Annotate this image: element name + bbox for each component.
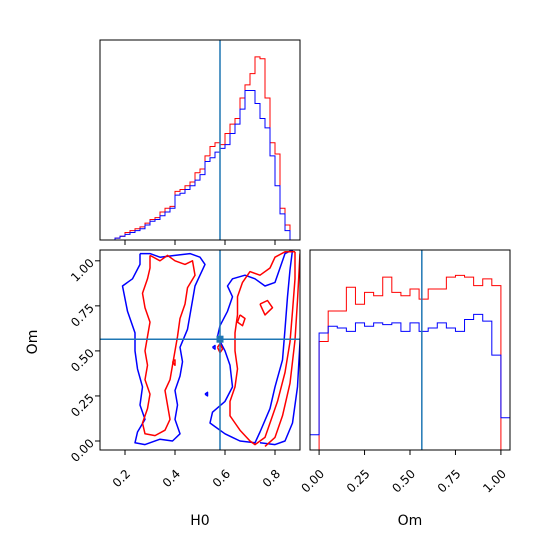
contour-H0-Om-contour-5 xyxy=(264,253,300,447)
contour-H0-Om-contour-8 xyxy=(216,342,224,354)
contour-H0-Om-contour-3 xyxy=(229,251,296,446)
contour-H0-Om-ytick-label-4: 1.00 xyxy=(68,256,97,285)
hist-Om-xtick-label-0: 0.00 xyxy=(298,467,327,496)
contour-H0-Om-ytick-label-3: 0.75 xyxy=(68,301,97,330)
hist-H0-series-0-step xyxy=(100,56,300,240)
contour-H0-Om-contour-11 xyxy=(204,391,209,397)
x-axis-label-Om: Om xyxy=(398,513,423,529)
contour-H0-Om-contour-4 xyxy=(259,328,300,446)
histogram-panel-H0 xyxy=(99,39,301,245)
histogram-panel-Om: 0.00 0.25 0.50 0.75 1.00 xyxy=(298,249,511,496)
hist-Om-series-1-step xyxy=(310,313,510,450)
contour-H0-Om-xtick-label-0: 0.2 xyxy=(110,467,133,490)
hist-H0-frame xyxy=(99,39,301,241)
contour-H0-Om-contour-6 xyxy=(259,299,274,316)
contour-H0-Om-xtick-label-1: 0.4 xyxy=(160,467,183,490)
contour-H0-Om-contour-1 xyxy=(209,250,294,444)
hist-Om-xtick-label-4: 1.00 xyxy=(480,467,509,496)
contour-H0-Om-ytick-label-0: 0.00 xyxy=(68,436,97,465)
hist-Om-series-0-step xyxy=(310,274,510,450)
contour-H0-Om-contour-9 xyxy=(171,359,176,367)
contour-panel-H0-Om: 0.2 0.4 0.6 0.8 0.00 0.25 0.50 0.75 1.00 xyxy=(68,249,301,490)
hist-Om-xtick-label-3: 0.75 xyxy=(435,467,464,496)
contour-H0-Om-ytick-label-1: 0.25 xyxy=(68,391,97,420)
x-axis-label-H0: H0 xyxy=(190,513,209,529)
contour-H0-Om-contour-0 xyxy=(121,252,206,446)
hist-H0-series-1-step xyxy=(100,89,300,240)
contour-H0-Om-ytick-label-2: 0.50 xyxy=(68,346,97,375)
contour-H0-Om-xtick-label-3: 0.8 xyxy=(260,467,283,490)
hist-Om-xtick-label-1: 0.25 xyxy=(344,467,373,496)
contour-H0-Om-truth-marker xyxy=(216,335,224,343)
contour-H0-Om-contour-2 xyxy=(141,254,196,437)
contour-H0-Om-contour-7 xyxy=(236,314,246,327)
contour-H0-Om-frame xyxy=(99,249,301,451)
contour-H0-Om-contour-10 xyxy=(212,344,216,350)
hist-Om-frame xyxy=(309,249,511,451)
hist-Om-xtick-label-2: 0.50 xyxy=(389,467,418,496)
y-axis-label-Om: Om xyxy=(25,330,41,355)
contour-H0-Om-xtick-label-2: 0.6 xyxy=(210,467,233,490)
